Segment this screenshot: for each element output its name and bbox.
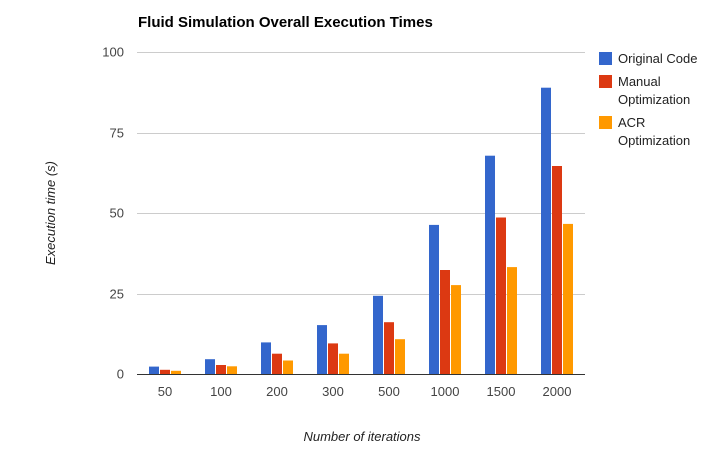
x-tick-label: 200: [266, 384, 288, 399]
bar: [317, 325, 327, 374]
x-tick-label: 100: [210, 384, 232, 399]
bar: [149, 366, 159, 374]
bars: [149, 87, 573, 374]
y-tick-label: 0: [117, 367, 124, 382]
bar: [160, 369, 170, 374]
bar: [563, 223, 573, 374]
bar: [384, 322, 394, 374]
x-tick-label: 50: [158, 384, 172, 399]
bar: [339, 353, 349, 374]
legend-label: Original Code: [618, 51, 698, 66]
legend: Original Code Manual Optimization ACR Optimi…: [599, 51, 698, 148]
y-tick-label: 100: [102, 45, 124, 60]
bar: [205, 359, 215, 374]
legend-label: Manual: [618, 74, 661, 89]
bar: [429, 224, 439, 374]
x-tick-label: 1000: [431, 384, 460, 399]
bar: [373, 295, 383, 374]
bar: [216, 365, 226, 374]
y-axis-ticks: 0 25 50 75 100: [102, 45, 124, 382]
legend-label: Optimization: [618, 133, 690, 148]
bar: [496, 217, 506, 374]
x-axis-ticks: 50 100 200 300 500 1000 1500 2000: [158, 384, 572, 399]
x-tick-label: 300: [322, 384, 344, 399]
y-tick-label: 25: [110, 287, 124, 302]
y-axis-label: Execution time (s): [43, 161, 58, 265]
bar: [328, 343, 338, 374]
bar: [227, 366, 237, 374]
bar: [507, 267, 517, 374]
bar: [541, 87, 551, 374]
legend-label: Optimization: [618, 92, 690, 107]
bar: [171, 370, 181, 374]
legend-label: ACR: [618, 115, 645, 130]
bar: [395, 339, 405, 374]
legend-swatch: [599, 116, 612, 129]
y-tick-label: 75: [110, 126, 124, 141]
x-axis-label: Number of iterations: [303, 429, 421, 444]
chart-title: Fluid Simulation Overall Execution Times: [138, 14, 433, 31]
x-tick-label: 1500: [487, 384, 516, 399]
bar: [261, 342, 271, 374]
x-tick-label: 2000: [543, 384, 572, 399]
bar: [272, 353, 282, 374]
legend-swatch: [599, 52, 612, 65]
bar: [440, 270, 450, 374]
bar: [485, 155, 495, 374]
gridlines: [137, 52, 585, 295]
x-tick-label: 500: [378, 384, 400, 399]
bar: [283, 360, 293, 374]
bar: [451, 285, 461, 374]
y-tick-label: 50: [110, 206, 124, 221]
bar: [552, 166, 562, 374]
legend-swatch: [599, 75, 612, 88]
